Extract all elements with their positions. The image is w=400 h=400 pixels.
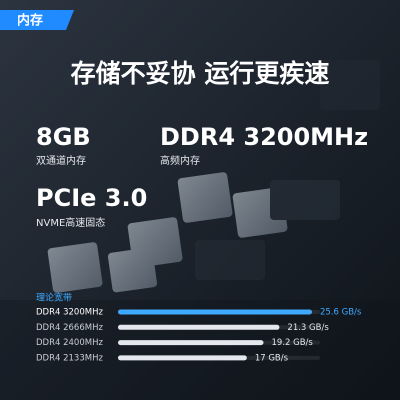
bar [118, 355, 247, 361]
bar [118, 309, 312, 315]
value-label: 25.6 GB/s [320, 308, 362, 318]
value-label: 21.3 GB/s [287, 323, 329, 333]
spec-value: DDR4 3200MHz [160, 123, 368, 151]
value-label: 19.2 GB/s [272, 338, 314, 348]
chart-title: 理论宽带 [36, 292, 72, 304]
spec-value: 8GB [36, 123, 91, 151]
category-label: DDR4 2133MHz [36, 353, 103, 363]
spec-label: 高频内存 [160, 154, 200, 167]
category-label: DDR4 2400MHz [36, 338, 103, 348]
spec-label: 双通道内存 [36, 154, 86, 167]
bandwidth-chart: DDR4 3200MHz 25.6 GB/s DDR4 2666MHz 21.3 GB… [36, 308, 362, 364]
category-label: DDR4 2666MHz [36, 323, 103, 333]
spec-value: PCIe 3.0 [36, 184, 147, 212]
category-label: DDR4 3200MHz [36, 308, 103, 318]
bar [118, 340, 264, 346]
value-label: 17 GB/s [255, 353, 289, 363]
badge-bg [0, 10, 74, 30]
bar [118, 324, 280, 330]
decor-chips [0, 60, 400, 400]
headline: 存储不妥协 运行更疾速 [71, 59, 330, 88]
badge: 内存 [17, 13, 43, 29]
spec-label: NVME高速固态 [36, 216, 105, 229]
